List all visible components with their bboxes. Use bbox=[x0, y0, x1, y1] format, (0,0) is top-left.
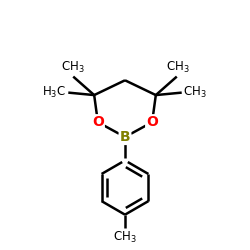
Text: CH$_3$: CH$_3$ bbox=[113, 230, 137, 244]
Text: O: O bbox=[92, 115, 104, 129]
Text: B: B bbox=[120, 130, 130, 144]
Text: O: O bbox=[146, 115, 158, 129]
Text: CH$_3$: CH$_3$ bbox=[61, 60, 84, 75]
Text: CH$_3$: CH$_3$ bbox=[166, 60, 189, 75]
Text: CH$_3$: CH$_3$ bbox=[184, 84, 207, 100]
Text: H$_3$C: H$_3$C bbox=[42, 84, 66, 100]
